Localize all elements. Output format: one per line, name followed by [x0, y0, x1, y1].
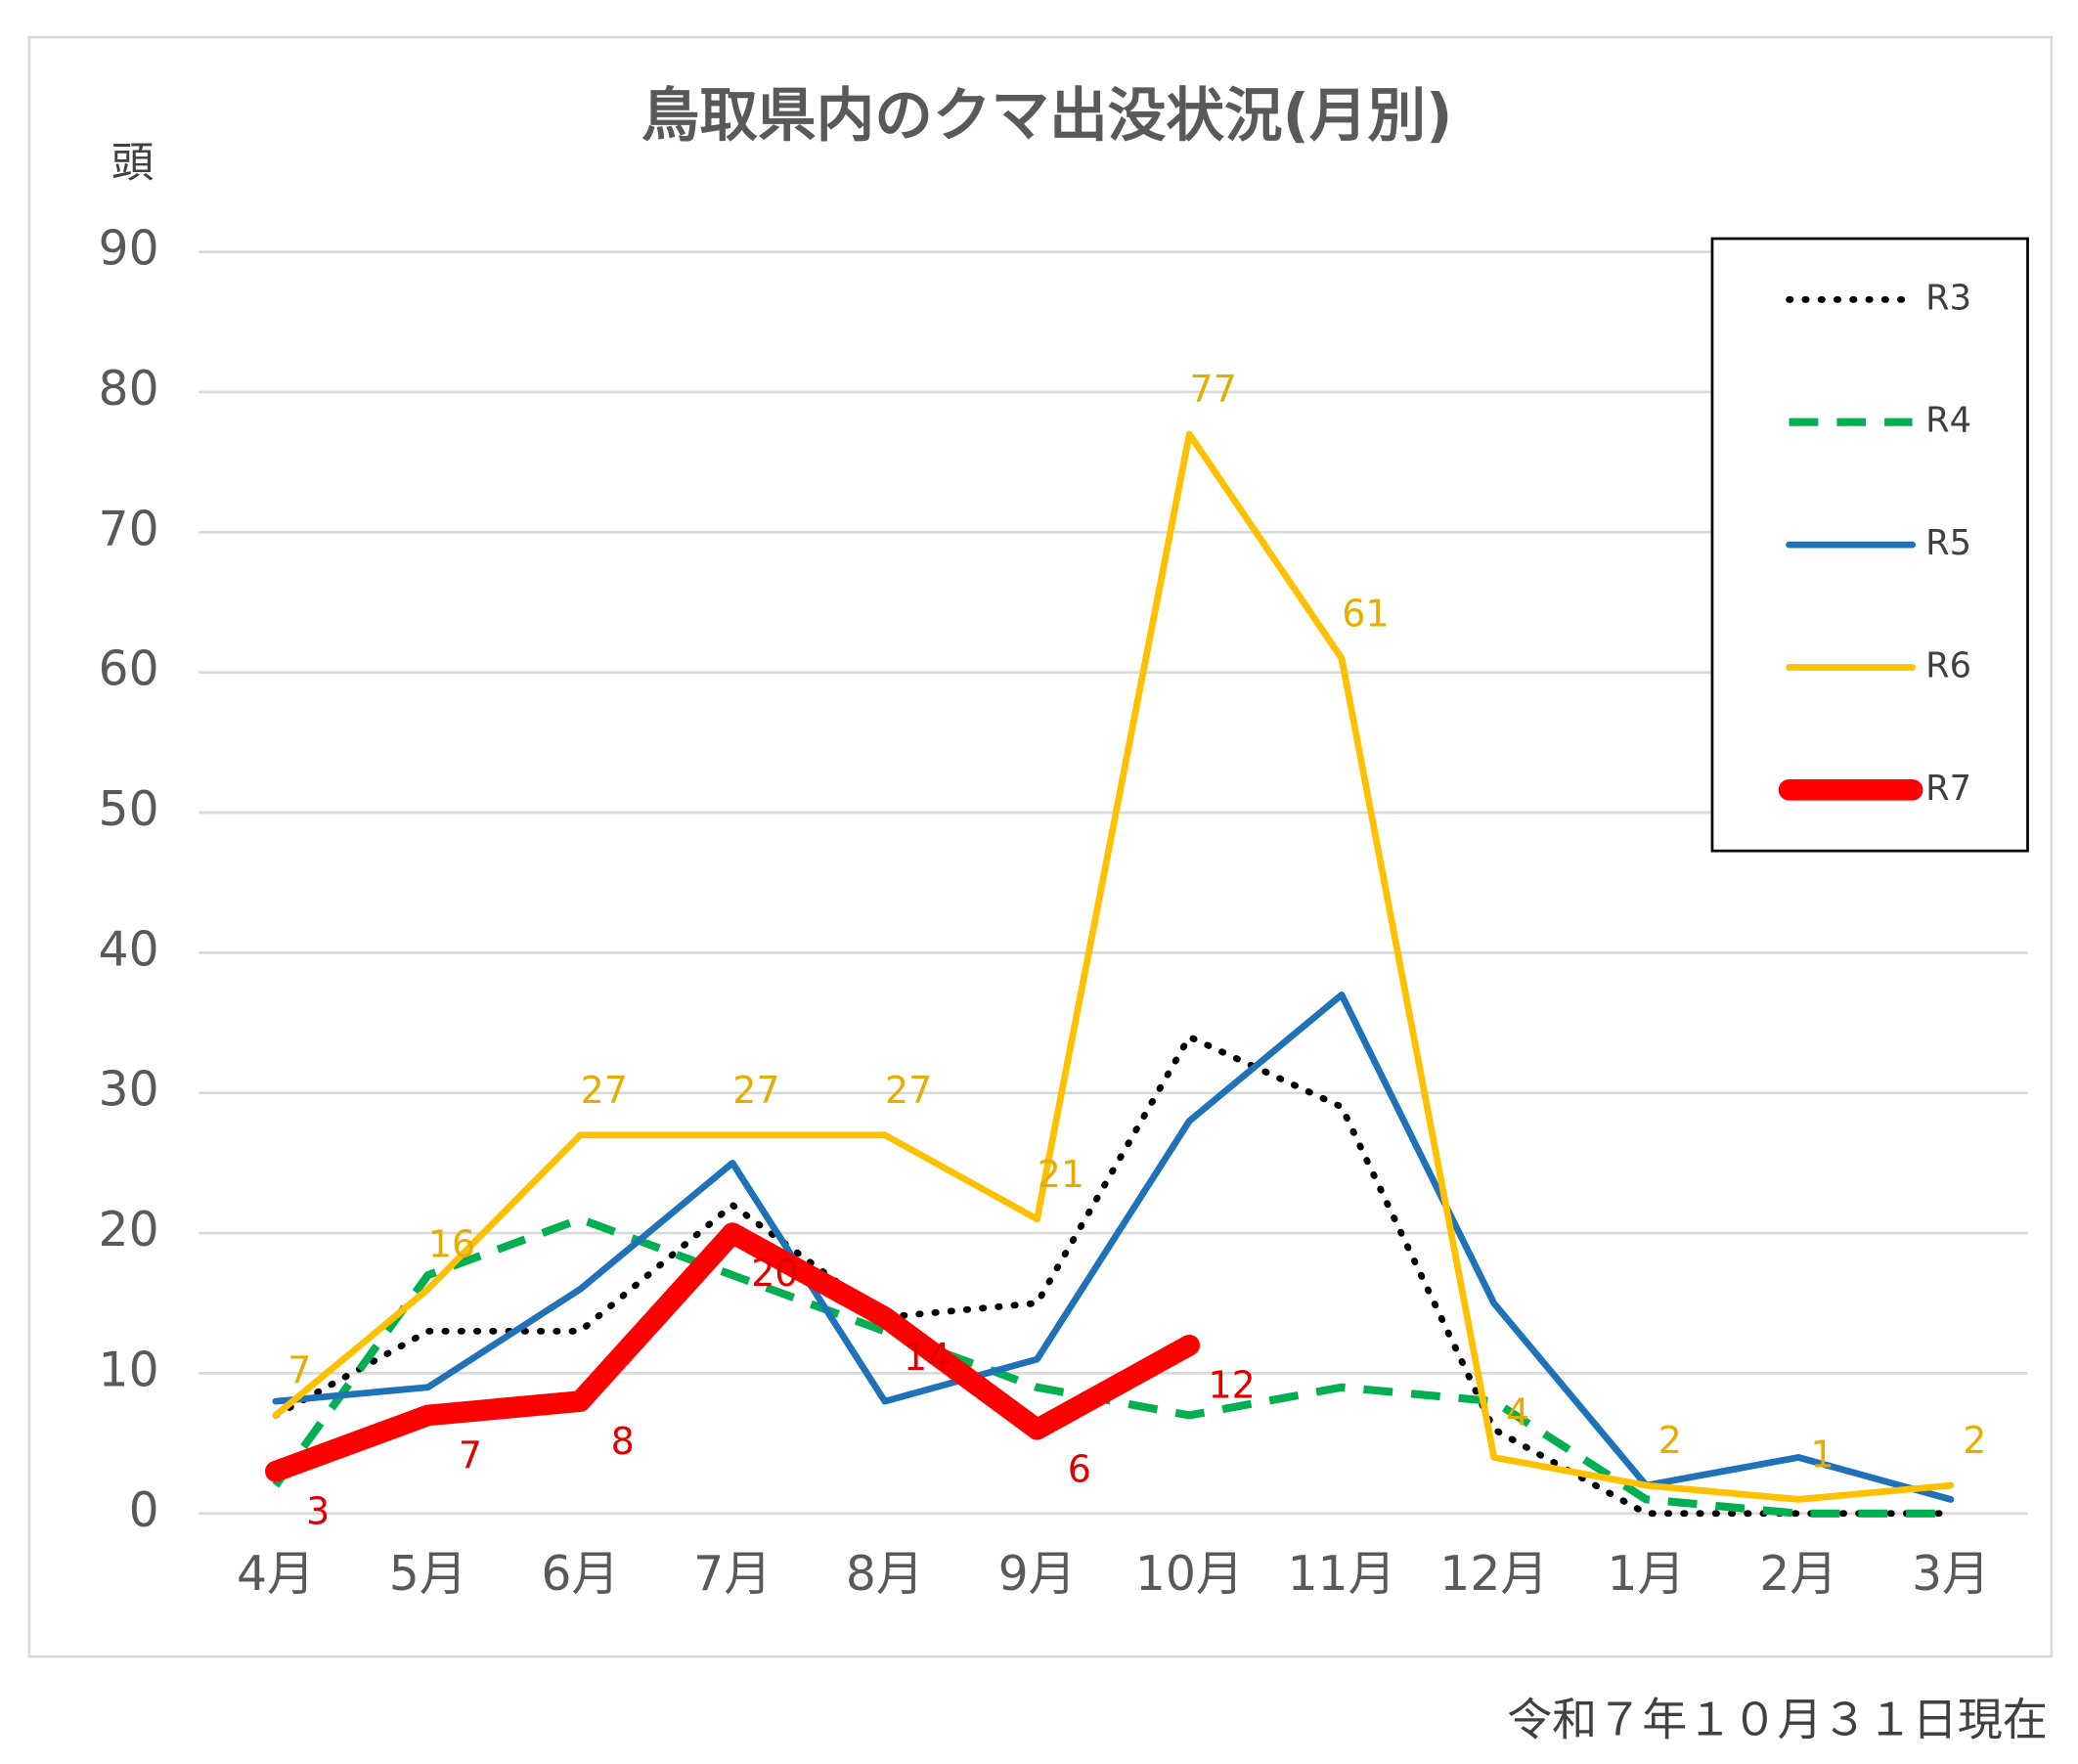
series-line: [272, 1214, 1951, 1518]
x-tick-label: 1月: [1608, 1546, 1686, 1602]
series-line: [272, 430, 1955, 1503]
legend-label: R5: [1925, 523, 1971, 563]
data-label: 77: [1190, 368, 1237, 411]
data-label: 27: [885, 1069, 932, 1112]
data-label: 2: [1658, 1419, 1682, 1462]
x-tick-label: 5月: [389, 1546, 467, 1602]
chart-border: [27, 35, 2054, 1658]
series-line: [272, 991, 1955, 1503]
y-axis-label: 頭: [111, 139, 154, 188]
y-tick-label: 80: [99, 361, 159, 417]
x-tick-label: 3月: [1912, 1546, 1990, 1602]
x-tick-label: 11月: [1288, 1546, 1396, 1602]
y-tick-label: 30: [99, 1062, 159, 1118]
data-label: 2: [1963, 1419, 1986, 1462]
data-label: 20: [751, 1252, 798, 1295]
y-tick-label: 60: [99, 641, 159, 697]
data-label: 21: [1038, 1153, 1084, 1196]
y-tick-label: 10: [99, 1342, 159, 1397]
data-label: 1: [1810, 1433, 1834, 1477]
chart-title: 鳥取県内のクマ出没状況(月別): [641, 83, 1453, 151]
x-tick-label: 10月: [1135, 1546, 1244, 1602]
y-tick-label: 90: [99, 221, 159, 277]
legend-label: R6: [1925, 645, 1971, 685]
y-tick-label: 0: [129, 1482, 159, 1538]
x-tick-label: 2月: [1759, 1546, 1837, 1602]
data-label: 27: [581, 1069, 628, 1112]
data-label: 61: [1342, 592, 1389, 635]
y-tick-label: 50: [99, 781, 159, 837]
data-label: 3: [306, 1490, 330, 1533]
data-label: 12: [1208, 1364, 1255, 1407]
x-tick-label: 7月: [693, 1546, 772, 1602]
x-tick-label: 4月: [237, 1546, 315, 1602]
y-tick-label: 40: [99, 921, 159, 977]
legend-label: R3: [1925, 278, 1971, 318]
data-label: 4: [1506, 1391, 1529, 1434]
data-label: 27: [732, 1069, 779, 1112]
x-tick-label: 9月: [998, 1546, 1077, 1602]
data-label: 6: [1068, 1448, 1091, 1491]
x-tick-label: 6月: [541, 1546, 619, 1602]
data-label: 7: [459, 1433, 482, 1477]
x-tick-label: 12月: [1439, 1546, 1548, 1602]
data-label: 16: [428, 1223, 475, 1266]
y-tick-label: 70: [99, 501, 159, 556]
data-label: 7: [287, 1349, 311, 1392]
series-line: [272, 1033, 1955, 1518]
legend-label: R4: [1925, 401, 1971, 441]
series-line: [265, 1222, 1201, 1482]
legend-label: R7: [1925, 769, 1971, 809]
footnote: 令和７年１０月３１日現在: [1507, 1693, 2048, 1745]
data-label: 14: [904, 1336, 951, 1379]
data-label: 8: [611, 1420, 635, 1463]
y-tick-label: 20: [99, 1202, 159, 1257]
x-tick-label: 8月: [846, 1546, 924, 1602]
